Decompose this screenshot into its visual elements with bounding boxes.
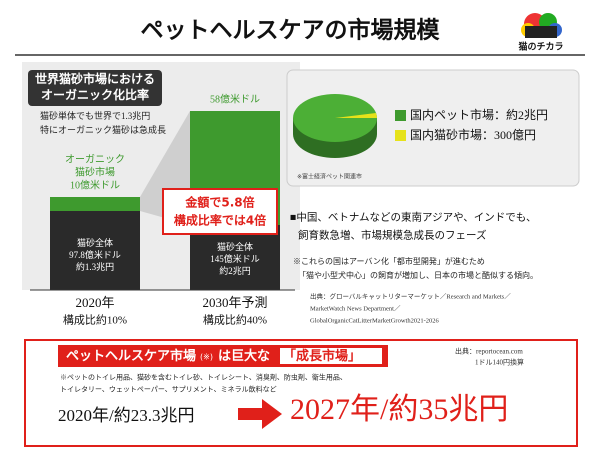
x-label: 構成比約40% [203,313,267,327]
banner-text: ペットヘルスケア市場 [66,348,196,363]
arrow [238,399,282,429]
x-label: 2030年予測 [202,295,267,310]
x-label: 2020年 [75,295,114,310]
legend-text: 国内猫砂市場：300億円 [410,127,536,142]
bar-organic-2020 [50,197,140,211]
from-value: 2020年/約23.3兆円 [58,406,194,425]
organic-label: 10億米ドル [70,178,120,191]
heading: 世界猫砂市場における [35,71,155,86]
logo [521,13,562,38]
banner-text: は巨大な [218,348,270,363]
banner-text: 「成長市場」 [283,348,361,363]
logo-text: 猫のチカラ [518,41,563,53]
heading-box [28,70,162,106]
banner-text: (※) [200,353,213,362]
note: 「猫や小型犬中心」の飼育が増加し、日本の市場と酷似する傾向。 [298,270,538,280]
legend-swatch [395,110,406,121]
bar-total-2020 [50,211,140,290]
pie-source: ※富士経済ペット関連市 [297,173,362,181]
note: 特にオーガニック猫砂は急成長 [40,124,166,135]
x-label: 構成比約10% [63,313,127,327]
source: MarketWatch News Department／ [310,304,401,312]
heading: オーガニック化比率 [41,87,149,102]
footer-source: 1ドル140円換算 [475,358,524,367]
bar-label: 97.8億米ドル [69,249,121,260]
bar-label: 約1.3兆円 [76,261,114,272]
bullet: ■中国、ベトナムなどの東南アジアや、インドでも、 [290,210,536,223]
to-value: 2027年/約35兆円 [290,393,508,426]
organic-label: オーガニック [65,153,125,165]
footnote: ※ペットのトイレ用品、猫砂を含むトイレ砂、トイレシート、消臭剤、防虫剤、衛生用品… [60,373,347,382]
source: GlobalOrganicCatLitterMarketGrowth2021-2… [310,317,440,324]
banner-text: ペットヘルスケア市場 [66,348,196,363]
bar-label: 145億米ドル [210,253,260,264]
banner-highlight [280,348,382,364]
bar-label: 約2兆円 [219,265,251,276]
bar-total-2030 [190,225,280,290]
legend-swatch [395,130,406,141]
legend-text: 国内ペット市場：約2兆円 [410,107,548,122]
callout-box [162,188,278,235]
title: ペットヘルスケアの市場規模 [141,16,441,42]
organic-2030-label: 58億米ドル [210,92,260,105]
note: ※これらの国はアーバン化「都市型開発」が進むため [293,256,485,266]
bar-label: 猫砂全体 [77,237,113,248]
bar-label: 猫砂全体 [217,241,253,252]
source: 出典：グローバルキャットリターマーケット／Research and Market… [310,291,511,300]
note: 猫砂単体でも世界で1.3兆円 [40,110,150,121]
bullet: 飼育数急増、市場規模急成長のフェーズ [298,228,486,241]
footnote: トイレタリー、ウェットペーパー、サプリメント、ミネラル飲料など [60,385,277,394]
footer-source: 出典：reportocean.com [455,347,523,356]
callout: 金額で5.8倍 [184,195,254,210]
callout: 構成比率では4倍 [174,213,266,228]
organic-label: 猫砂市場 [75,165,115,178]
pie-slice-small [335,113,377,118]
